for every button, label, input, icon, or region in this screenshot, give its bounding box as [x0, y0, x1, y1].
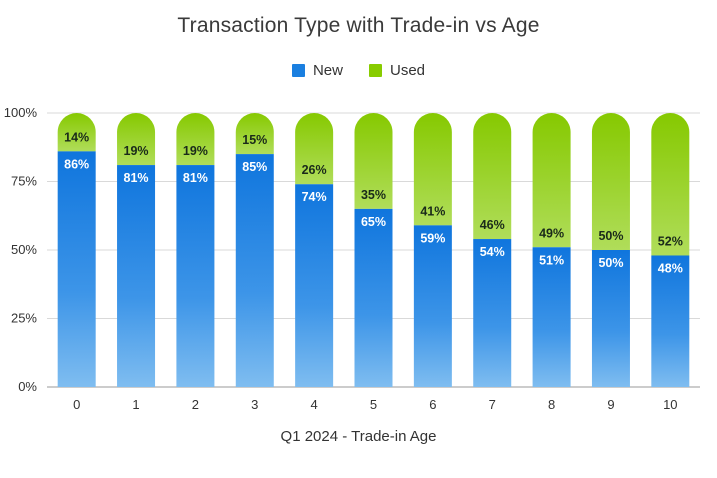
- data-label-used: 52%: [658, 234, 683, 248]
- x-tick-label: 3: [251, 397, 258, 412]
- bar-new: [176, 165, 215, 387]
- data-label-new: 51%: [539, 253, 564, 267]
- data-label-new: 65%: [361, 215, 386, 229]
- bar-new: [473, 239, 512, 387]
- bar-used: [176, 113, 215, 166]
- bar-used: [651, 113, 690, 256]
- x-tick-label: 1: [132, 397, 139, 412]
- x-tick-label: 6: [429, 397, 436, 412]
- legend-label-new: New: [312, 62, 343, 79]
- y-tick-label: 75%: [11, 174, 37, 189]
- data-label-new: 81%: [183, 171, 208, 185]
- data-label-used: 14%: [64, 130, 89, 144]
- bar-used: [295, 113, 334, 185]
- bar-used: [117, 113, 156, 166]
- y-tick-label: 25%: [11, 311, 37, 326]
- data-label-new: 81%: [124, 171, 149, 185]
- data-label-new: 59%: [420, 231, 445, 245]
- bar-used: [235, 112, 274, 155]
- bar-new: [235, 154, 274, 387]
- y-tick-label: 50%: [11, 242, 37, 257]
- legend-item-new: New: [291, 62, 343, 79]
- data-label-new: 86%: [64, 157, 89, 171]
- data-label-used: 19%: [183, 144, 208, 158]
- bar-used: [532, 113, 571, 248]
- x-tick-label: 4: [311, 397, 318, 412]
- data-label-used: 19%: [124, 144, 149, 158]
- bar-used: [591, 113, 630, 250]
- legend-label-used: Used: [389, 62, 426, 79]
- data-label-used: 41%: [420, 204, 445, 218]
- x-tick-label: 10: [663, 397, 677, 412]
- bar-new: [354, 208, 393, 387]
- bar-new: [651, 255, 690, 387]
- x-axis-label: Q1 2024 - Trade-in Age: [280, 428, 437, 445]
- chart-title: Transaction Type with Trade-in vs Age: [177, 14, 540, 37]
- data-label-new: 85%: [242, 160, 267, 174]
- data-label-used: 35%: [361, 188, 386, 202]
- x-tick-label: 8: [548, 397, 555, 412]
- x-tick-label: 5: [370, 397, 377, 412]
- data-label-used: 15%: [242, 133, 267, 147]
- bar-used: [473, 113, 512, 240]
- y-tick-label: 0%: [18, 379, 37, 394]
- data-label-new: 50%: [598, 256, 623, 270]
- bar-used: [413, 113, 452, 226]
- data-label-used: 50%: [598, 229, 623, 243]
- data-label-new: 48%: [658, 261, 683, 275]
- data-label-used: 46%: [480, 218, 505, 232]
- bar-new: [591, 250, 630, 387]
- bar-new: [295, 184, 334, 387]
- legend-swatch-new: [291, 64, 305, 77]
- data-label-used: 26%: [302, 163, 327, 177]
- chart-legend: New Used: [0, 62, 717, 79]
- x-tick-label: 0: [73, 397, 80, 412]
- bar-new: [57, 151, 96, 387]
- x-tick-label: 2: [192, 397, 199, 412]
- y-tick-label: 100%: [4, 105, 38, 120]
- data-label-new: 54%: [480, 245, 505, 259]
- bar-used: [354, 113, 393, 209]
- data-label-new: 74%: [302, 190, 327, 204]
- legend-swatch-used: [368, 64, 382, 77]
- x-tick-label: 9: [607, 397, 614, 412]
- legend-item-used: Used: [368, 62, 426, 79]
- x-tick-label: 7: [489, 397, 496, 412]
- bar-new: [117, 165, 156, 387]
- bar-new: [413, 225, 452, 387]
- data-label-used: 49%: [539, 226, 564, 240]
- bar-new: [532, 247, 571, 387]
- bar-used: [57, 113, 96, 152]
